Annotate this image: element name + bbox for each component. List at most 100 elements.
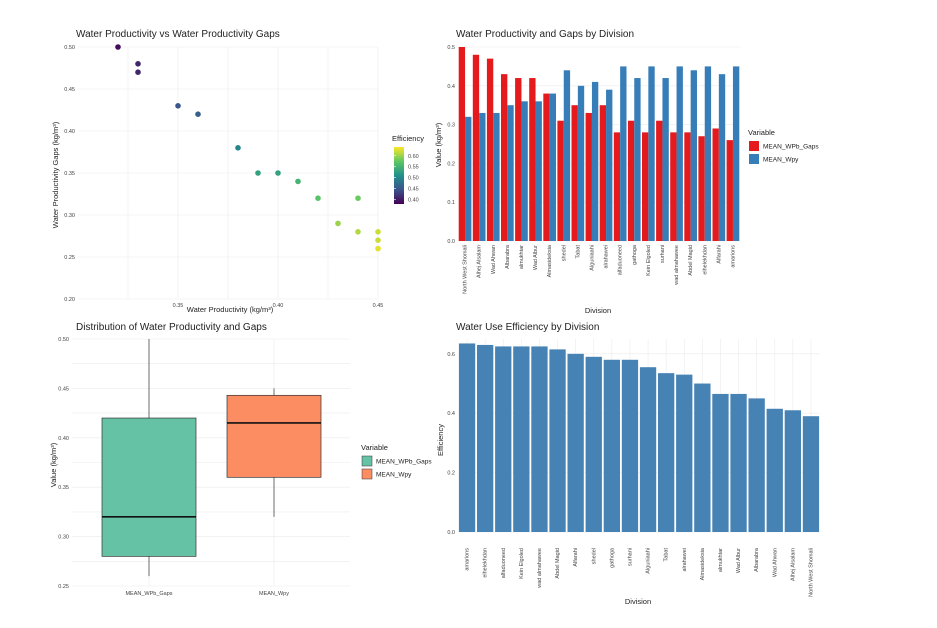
- efficiency-bar: [766, 408, 783, 532]
- efficiency-bar-y-label: Efficiency: [436, 424, 445, 456]
- bar-mean_wpb_gaps: [571, 105, 578, 241]
- scatter-point: [315, 195, 321, 201]
- legend-label-gaps: MEAN_WPb_Gaps: [763, 144, 819, 151]
- scatter-x-tick: 0.45: [373, 303, 384, 309]
- boxplot-x-tick: MEAN_Wpy: [259, 591, 289, 597]
- efficiency-bar: [458, 343, 476, 532]
- grouped-bar-legend-title: Variable: [748, 128, 775, 137]
- bar-mean_wpb_gaps: [726, 140, 733, 241]
- bar-mean_wpy: [704, 66, 712, 242]
- legend-label-box-wpy: MEAN_Wpy: [376, 472, 412, 479]
- scatter-grid: 0.20 0.25 0.30 0.35 0.40 0.45 0.50 0.35 0.40 0.45: [64, 45, 383, 309]
- efficiency-x-tick: Wad Albur: [736, 548, 742, 573]
- grouped-bar-x-tick: almukhtar: [519, 245, 525, 269]
- boxplot-y-tick: 0.35: [58, 485, 69, 491]
- efficiency-bar: [531, 346, 548, 532]
- colorbar-tick-label: 0.40: [408, 198, 419, 204]
- grouped-bar-y-tick: 0.2: [447, 161, 455, 167]
- efficiency-x-tick: Alguniaahi: [646, 548, 652, 574]
- grouped-bar-x-tick: alrahawei: [604, 245, 610, 269]
- efficiency-x-tick: gathoga: [609, 547, 615, 568]
- bar-mean_wpb_gaps: [543, 93, 550, 241]
- bar-mean_wpy: [493, 112, 500, 242]
- bar-mean_wpy: [507, 105, 514, 241]
- efficiency-bar: [676, 374, 693, 532]
- grouped-bar-x-label: Division: [585, 306, 611, 315]
- bar-mean_wpb_gaps: [670, 132, 677, 241]
- grouped-bar-legend: Variable MEAN_WPb_Gaps MEAN_Wpy: [748, 128, 819, 164]
- efficiency-bar: [694, 383, 711, 532]
- efficiency-x-tick: almukhtar: [718, 548, 724, 572]
- grouped-bar-y-label: Value (kg/m³): [434, 122, 443, 167]
- efficiency-y-tick: 0.2: [447, 471, 455, 477]
- efficiency-colorbar: [394, 147, 404, 204]
- scatter-x-tick: 0.35: [173, 303, 184, 309]
- grouped-bar-bars: [458, 47, 740, 242]
- bar-mean_wpb_gaps: [515, 78, 522, 241]
- grouped-bar-x-tick: surhani: [660, 245, 666, 263]
- efficiency-x-tick: Kein Elgoled: [519, 548, 525, 579]
- efficiency-bar: [730, 393, 747, 532]
- efficiency-bar-title: Water Use Efficiency by Division: [456, 322, 599, 333]
- bar-mean_wpb_gaps: [712, 128, 719, 241]
- grouped-bar-x-tick: North West Shomali: [463, 245, 469, 294]
- bar-mean_wpy: [648, 66, 655, 242]
- bar-mean_wpy: [549, 93, 556, 241]
- efficiency-x-tick: surhani: [627, 548, 633, 566]
- bar-mean_wpy: [591, 81, 599, 241]
- boxplot-y-tick: 0.40: [58, 436, 69, 442]
- grouped-bar-x-tick: Abdel Magid: [688, 245, 694, 276]
- grouped-bar-x-tick: Almasideksia: [547, 244, 553, 277]
- efficiency-y-tick: 0.6: [447, 352, 455, 358]
- efficiency-bar-x-label: Division: [625, 597, 651, 606]
- scatter-point: [335, 220, 341, 227]
- efficiency-bar: [513, 346, 530, 532]
- grouped-bar-x-tick: Alfarahi: [716, 245, 722, 264]
- scatter-point: [375, 245, 381, 252]
- scatter-y-tick: 0.45: [64, 87, 75, 93]
- bar-mean_wpb_gaps: [472, 54, 480, 242]
- efficiency-x-tick: Abdel Magid: [555, 548, 561, 579]
- legend-label-box-gaps: MEAN_WPb_Gaps: [376, 459, 432, 466]
- efficiency-x-tick: alfaduoneed: [501, 548, 507, 578]
- scatter-point: [375, 229, 381, 235]
- efficiency-y-tick: 0.0: [447, 530, 455, 536]
- efficiency-x-tick: Almasideksia: [700, 547, 706, 580]
- grouped-bar-y-tick: 0.3: [447, 123, 455, 129]
- efficiency-legend-ticks: 0.60 0.55 0.50 0.45 0.40: [394, 154, 419, 204]
- scatter-y-tick: 0.40: [64, 129, 75, 135]
- grouped-bar-x-tick: Wad Ahwan: [491, 245, 497, 274]
- scatter-point: [275, 170, 281, 176]
- bar-mean_wpy: [620, 66, 627, 242]
- grouped-bar-panel: Water Productivity and Gaps by Division …: [434, 29, 819, 315]
- efficiency-legend: Efficiency 0.60 0.55 0.50 0.45 0.40: [392, 134, 424, 204]
- grouped-bar-x-tick: Wad Albur: [533, 245, 539, 270]
- bar-mean_wpy: [465, 116, 472, 241]
- scatter-title: Water Productivity vs Water Productivity…: [76, 29, 280, 40]
- scatter-y-label: Water Productivity Gaps (kg/m³): [51, 121, 60, 228]
- efficiency-x-tick: Alhej Alsalam: [790, 548, 796, 581]
- bar-mean_wpb_gaps: [529, 78, 536, 241]
- scatter-point: [135, 61, 141, 67]
- scatter-y-tick: 0.30: [64, 213, 75, 219]
- grouped-bar-x-tick: gathoga: [632, 244, 638, 265]
- efficiency-x-tick: Albarabra: [754, 547, 760, 572]
- box-mean_wpb_gaps: [101, 417, 197, 557]
- legend-swatch-box-wpy: [361, 468, 373, 480]
- scatter-y-tick: 0.25: [64, 255, 75, 261]
- efficiency-bar: [603, 359, 620, 532]
- boxplot-y-tick: 0.25: [58, 584, 69, 590]
- bar-mean_wpb_gaps: [458, 47, 466, 241]
- grouped-bar-x-tick: alfaduoneed: [618, 245, 624, 275]
- grouped-bar-x-tick: Kein Elgoled: [646, 245, 652, 276]
- efficiency-x-tick: Tabat: [664, 548, 670, 562]
- scatter-point: [135, 69, 141, 75]
- bar-mean_wpb_gaps: [486, 58, 494, 241]
- bar-mean_wpb_gaps: [501, 74, 508, 241]
- grouped-bar-x-tick: wad almahawee: [674, 245, 680, 286]
- scatter-point: [375, 237, 381, 243]
- bar-mean_wpy: [479, 112, 486, 242]
- efficiency-bar: [784, 410, 801, 532]
- efficiency-legend-title: Efficiency: [392, 134, 424, 143]
